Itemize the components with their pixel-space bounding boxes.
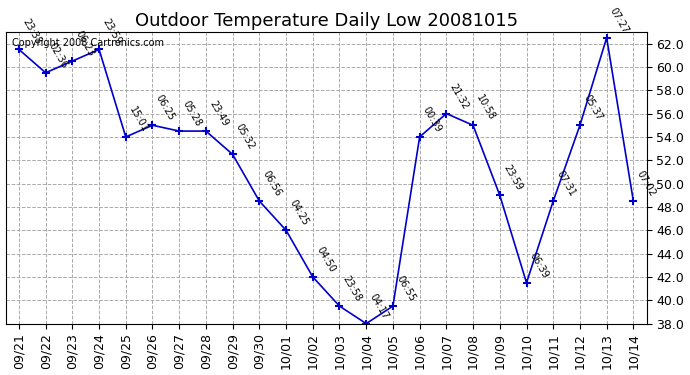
Text: 15:01: 15:01 [127,105,150,134]
Text: 06:39: 06:39 [528,251,551,280]
Text: 04:25: 04:25 [288,198,310,228]
Text: 23:49: 23:49 [207,99,230,128]
Text: 23:38: 23:38 [20,18,43,46]
Text: 07:27: 07:27 [608,6,631,35]
Text: 06:23: 06:23 [74,29,97,58]
Text: 07:02: 07:02 [635,169,658,198]
Title: Outdoor Temperature Daily Low 20081015: Outdoor Temperature Daily Low 20081015 [135,12,518,30]
Text: 04:17: 04:17 [368,292,391,321]
Text: 05:32: 05:32 [234,122,257,152]
Text: 02:36: 02:36 [47,41,70,70]
Text: 04:50: 04:50 [314,245,337,274]
Text: 06:55: 06:55 [394,274,417,303]
Text: Copyright 2008 Cartronics.com: Copyright 2008 Cartronics.com [12,38,164,48]
Text: 23:58: 23:58 [341,274,364,303]
Text: 06:25: 06:25 [154,93,177,123]
Text: 10:58: 10:58 [475,93,497,123]
Text: 23:59: 23:59 [101,17,123,46]
Text: 06:56: 06:56 [261,169,284,198]
Text: 00:39: 00:39 [421,105,444,134]
Text: 05:37: 05:37 [581,93,604,123]
Text: 07:31: 07:31 [555,169,578,198]
Text: 23:59: 23:59 [501,163,524,192]
Text: 05:28: 05:28 [181,99,204,128]
Text: 21:32: 21:32 [448,81,471,111]
